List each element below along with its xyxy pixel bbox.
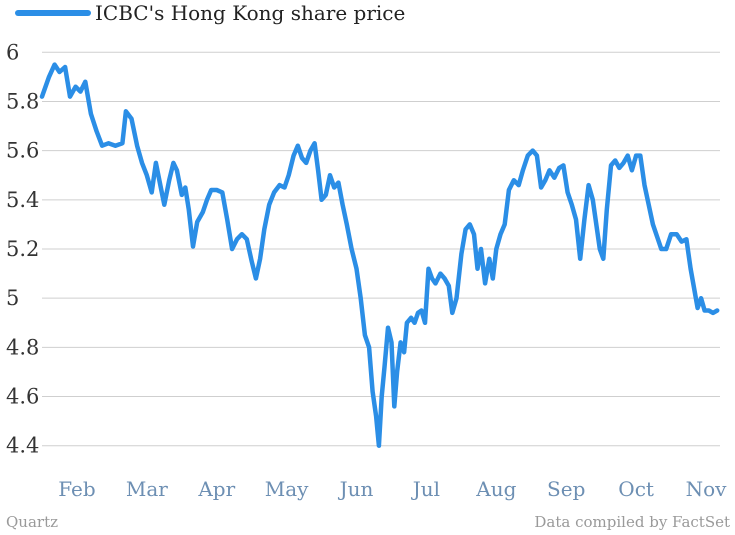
source-right: Data compiled by FactSet [534, 513, 730, 531]
y-axis-ticks: 4.4 4.6 4.8 5 5.2 5.4 5.6 5.8 6 [6, 40, 39, 457]
y-tick-label: 5.8 [6, 89, 39, 113]
x-tick-label: Oct [618, 477, 654, 501]
y-tick-label: 5 [6, 286, 19, 310]
x-tick-label: Nov [686, 477, 728, 501]
y-tick-label: 5.6 [6, 139, 39, 163]
legend-label: ICBC's Hong Kong share price [95, 1, 405, 25]
x-tick-label: Jun [338, 477, 374, 501]
y-tick-label: 5.2 [6, 237, 39, 261]
x-tick-label: Mar [126, 477, 168, 501]
x-tick-label: Apr [197, 477, 235, 501]
x-tick-label: Sep [547, 477, 585, 501]
x-tick-label: Feb [58, 477, 95, 501]
y-tick-label: 6 [6, 40, 19, 64]
x-tick-label: Jul [411, 477, 440, 501]
x-tick-label: May [265, 477, 309, 501]
y-tick-label: 5.4 [6, 188, 39, 212]
y-tick-label: 4.4 [6, 434, 39, 458]
y-tick-label: 4.6 [6, 385, 39, 409]
series-layer [39, 62, 720, 448]
x-axis-ticks: FebMarAprMayJunJulAugSepOctNovDecJan [58, 477, 728, 501]
x-tick-label: Aug [475, 477, 516, 501]
grid-lines [42, 51, 720, 447]
source-left: Quartz [6, 513, 58, 531]
series-line [39, 62, 720, 448]
y-tick-label: 4.8 [6, 335, 39, 359]
legend: ICBC's Hong Kong share price [15, 1, 405, 25]
